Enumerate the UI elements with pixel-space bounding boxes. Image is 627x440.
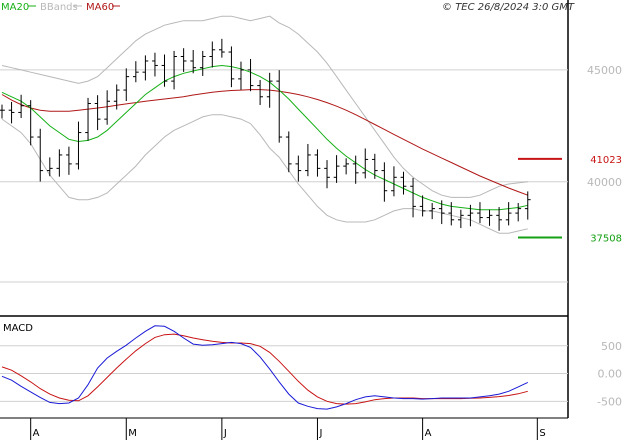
ohlc-bar — [257, 79, 263, 106]
level-label-0: 41023 — [590, 155, 622, 166]
ohlc-bar — [285, 131, 292, 173]
macd-tick-label-1: 0.00 — [598, 368, 623, 381]
x-tick-label-4: A — [425, 428, 432, 439]
ma60-line — [1, 89, 528, 196]
macd-grid: 500 0.00 -500 — [0, 340, 623, 408]
level-label-1: 37508 — [590, 234, 622, 245]
macd-line — [1, 325, 529, 410]
ohlc-bar — [199, 50, 206, 76]
x-tick-label-2: J — [223, 428, 227, 439]
ohlc-bar — [152, 52, 158, 77]
ohlc-bar — [46, 157, 53, 177]
ohlc-bar — [247, 58, 254, 92]
ohlc-bar — [161, 54, 168, 87]
ohlc-bar — [362, 148, 369, 179]
ohlc-bar — [0, 104, 5, 119]
ohlc-bar — [410, 177, 416, 218]
ohlc-bar — [438, 200, 445, 225]
level-markers: 41023 37508 — [518, 155, 622, 245]
macd-signal-line — [1, 333, 528, 405]
ohlc-bar — [142, 55, 149, 81]
ohlc-bar — [467, 204, 474, 227]
ma20-line — [1, 64, 528, 211]
ohlc-bar — [8, 101, 15, 124]
ohlc-bar — [18, 94, 24, 119]
copyright-text: © TEC 26/8/2024 3:0 GMT — [442, 2, 575, 13]
legend-bbands: BBands — [40, 2, 78, 13]
x-tick-label-0: A — [33, 428, 40, 439]
x-tick-label-5: S — [539, 428, 545, 439]
ohlc-bar — [486, 209, 493, 226]
bb-upper-line — [1, 15, 528, 198]
ohlc-bar — [276, 70, 283, 143]
price-grid: 45000 40000 — [0, 64, 622, 283]
ohlc-bar — [477, 202, 483, 224]
ohlc-bar — [180, 48, 187, 72]
ohlc-bar — [324, 160, 330, 189]
macd-tick-label-0: 500 — [601, 340, 622, 353]
ohlc-bar — [27, 100, 34, 146]
ohlc-bar — [266, 72, 273, 108]
ohlc-bar — [113, 84, 120, 110]
ohlc-bar — [75, 121, 82, 170]
legend-ma60: MA60 — [86, 2, 114, 13]
ohlc-bar — [190, 50, 197, 74]
price-series — [0, 15, 531, 234]
ohlc-bar — [305, 143, 311, 177]
ohlc-bar — [218, 38, 225, 58]
ohlc-bar — [343, 158, 350, 175]
ohlc-bar — [66, 146, 72, 175]
legend-ma20: MA20 — [1, 2, 29, 13]
ohlc-bar — [524, 191, 531, 220]
ohlc-bar — [314, 149, 321, 177]
ohlc-bar — [123, 68, 130, 102]
ohlc-bar — [333, 155, 340, 183]
ohlc-bar — [400, 171, 407, 195]
ohlc-bar — [171, 50, 177, 90]
macd-series — [1, 325, 529, 410]
ohlc-bar — [457, 209, 464, 229]
ohlc-bar — [56, 149, 63, 177]
ohlc-bar — [132, 61, 139, 83]
ohlc-bar — [419, 195, 426, 217]
price-panel-bg — [0, 14, 568, 316]
ohlc-bar — [391, 166, 397, 197]
ohlc-bar — [352, 155, 359, 184]
ohlc-bar — [371, 153, 378, 179]
legend: MA20 BBands MA60 — [1, 2, 120, 13]
bb-lower-line — [1, 114, 528, 234]
x-tick-label-1: M — [128, 428, 137, 439]
ohlc-bar — [381, 162, 388, 202]
macd-title: MACD — [3, 323, 33, 334]
x-tick-label-3: J — [318, 428, 322, 439]
ohlc-bar — [515, 203, 522, 222]
price-tick-label-1: 40000 — [587, 176, 622, 189]
ohlc-bar — [104, 90, 111, 125]
ohlc-bar — [94, 95, 101, 131]
ohlc-bar — [37, 128, 44, 182]
ohlc-bar — [228, 46, 235, 88]
ohlc-bar — [209, 41, 216, 68]
macd-tick-label-2: -500 — [597, 395, 622, 408]
ohlc-bar — [238, 61, 244, 90]
price-tick-label-0: 45000 — [587, 64, 622, 77]
ohlc-bar — [429, 203, 436, 220]
ohlc-bar — [496, 207, 502, 231]
ohlc-bar — [448, 202, 455, 226]
ohlc-bar — [505, 202, 512, 226]
ohlc-bar — [295, 155, 302, 182]
ohlc-bar — [85, 97, 91, 141]
